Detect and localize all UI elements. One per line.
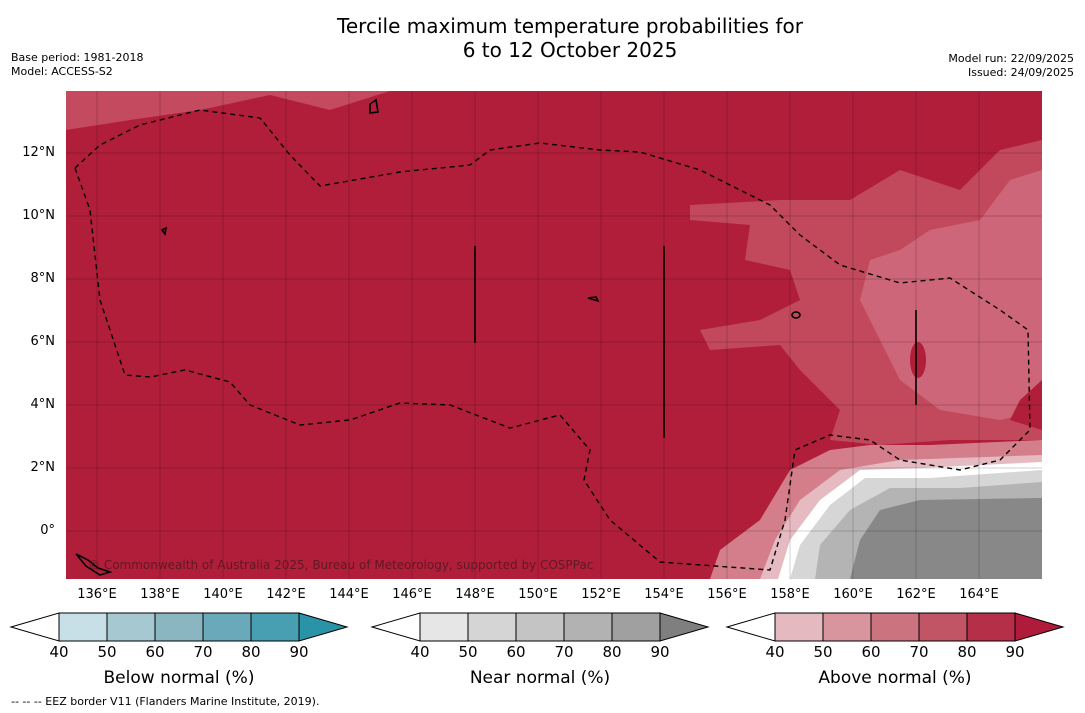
eez-border — [74, 109, 1031, 571]
lon-label: 136°E — [77, 587, 117, 602]
probability-field — [66, 91, 1042, 579]
base-period: Base period: 1981-2018 — [11, 51, 144, 64]
issued-date: Issued: 24/09/2025 — [967, 66, 1074, 79]
colorbar-label-above: Above normal (%) — [818, 668, 972, 688]
colorbar-tick: 40 — [765, 643, 785, 661]
colorbar-tick: 50 — [813, 643, 833, 661]
lat-label: 8°N — [30, 271, 56, 286]
run-info: Model run: 22/09/2025 Issued: 24/09/2025 — [948, 52, 1074, 80]
graticule — [66, 91, 1042, 579]
colorbar-label-below: Below normal (%) — [103, 668, 255, 688]
model-info: Base period: 1981-2018 Model: ACCESS-S2 — [11, 51, 143, 79]
above-normal-80-spot — [910, 342, 926, 378]
colorbar-tick: 90 — [650, 643, 670, 661]
lat-label: 6°N — [30, 334, 56, 349]
colorbar-tick: 60 — [145, 643, 165, 661]
colorbar-tick: 50 — [458, 643, 478, 661]
above-normal-70-patch — [66, 91, 390, 130]
lon-label: 144°E — [329, 587, 369, 602]
lat-label: 4°N — [30, 397, 56, 412]
lon-label: 160°E — [833, 587, 873, 602]
lon-label: 140°E — [203, 587, 243, 602]
lon-label: 156°E — [707, 587, 747, 602]
copyright-notice: © Commonwealth of Australia 2025, Bureau… — [88, 558, 594, 572]
lat-label: 10°N — [22, 208, 55, 223]
lon-label: 158°E — [770, 587, 810, 602]
lon-label: 138°E — [140, 587, 180, 602]
colorbar-label-near: Near normal (%) — [469, 668, 611, 688]
title-line-1: Tercile maximum temperature probabilitie… — [337, 14, 803, 38]
lon-label: 162°E — [896, 587, 936, 602]
lon-label: 154°E — [644, 587, 684, 602]
colorbar-tick: 70 — [193, 643, 213, 661]
lon-label: 152°E — [581, 587, 621, 602]
colorbar-below — [9, 612, 349, 642]
colorbar-tick: 60 — [506, 643, 526, 661]
colorbar-tick: 90 — [1005, 643, 1025, 661]
colorbar-tick: 40 — [410, 643, 430, 661]
colorbar-tick: 80 — [241, 643, 261, 661]
lon-label: 164°E — [959, 587, 999, 602]
colorbar-tick: 80 — [957, 643, 977, 661]
lat-label: 12°N — [22, 145, 55, 160]
model-name: Model: ACCESS-S2 — [11, 65, 113, 78]
near-normal-90-band — [850, 498, 1042, 579]
lat-label: 0° — [40, 523, 55, 538]
title-line-2: 6 to 12 October 2025 — [462, 38, 678, 62]
islands — [75, 98, 917, 576]
colorbar-tick: 90 — [289, 643, 309, 661]
colorbar-tick: 70 — [909, 643, 929, 661]
lon-label: 142°E — [266, 587, 306, 602]
colorbar-tick: 70 — [554, 643, 574, 661]
colorbar-tick: 80 — [602, 643, 622, 661]
eez-footnote: -- -- -- EEZ border V11 (Flanders Marine… — [11, 695, 320, 708]
lon-label: 150°E — [518, 587, 558, 602]
colorbar-near — [370, 612, 710, 642]
model-run: Model run: 22/09/2025 — [948, 52, 1074, 65]
lat-label: 2°N — [30, 460, 56, 475]
colorbar-above — [725, 612, 1065, 642]
colorbar-tick: 40 — [49, 643, 69, 661]
colorbar-tick: 50 — [97, 643, 117, 661]
map-title: Tercile maximum temperature probabilitie… — [0, 14, 1085, 62]
lon-label: 146°E — [392, 587, 432, 602]
lon-label: 148°E — [455, 587, 495, 602]
above-normal-80-edge — [1010, 380, 1042, 430]
above-normal-60-region — [860, 170, 1042, 420]
colorbar-tick: 60 — [861, 643, 881, 661]
